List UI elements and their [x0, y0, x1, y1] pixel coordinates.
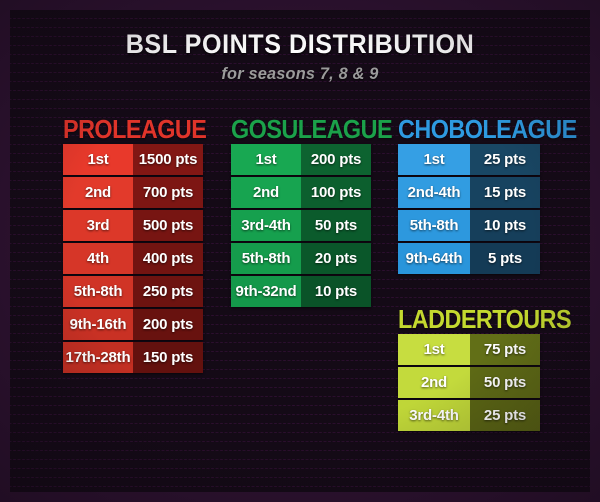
page-title: BSL POINTS DISTRIBUTION — [125, 29, 475, 59]
placement-cell: 2nd-4th — [398, 176, 470, 208]
league-block-gosuleague: GOSULEAGUE 1st 200 pts 2nd 100 pts 3rd-4th 50 … — [231, 114, 393, 309]
placement-cell: 1st — [398, 143, 470, 175]
table-row: 9th-32nd 10 pts — [231, 275, 371, 307]
placement-cell: 17th-28th — [63, 341, 133, 373]
placement-cell: 2nd — [63, 176, 133, 208]
table-row: 5th-8th 10 pts — [398, 209, 540, 241]
points-cell: 20 pts — [301, 242, 371, 274]
league-title-gosu: GOSULEAGUE — [231, 114, 393, 144]
table-row: 2nd 50 pts — [398, 366, 540, 398]
placement-cell: 2nd — [231, 176, 301, 208]
table-row: 2nd 100 pts — [231, 176, 371, 208]
placement-cell: 4th — [63, 242, 133, 274]
placement-cell: 3rd-4th — [231, 209, 301, 241]
table-row: 3rd 500 pts — [63, 209, 203, 241]
placement-cell: 5th-8th — [398, 209, 470, 241]
league-title-ladder: LADDERTOURS — [398, 304, 572, 334]
points-cell: 10 pts — [301, 275, 371, 307]
table-row: 1st 1500 pts — [63, 143, 203, 175]
league-block-laddertours: LADDERTOURS 1st 75 pts 2nd 50 pts 3rd-4th 25 p… — [398, 304, 572, 433]
points-cell: 25 pts — [470, 143, 540, 175]
placement-cell: 3rd — [63, 209, 133, 241]
table-row: 1st 75 pts — [398, 333, 540, 365]
page-subtitle: for seasons 7, 8 & 9 — [221, 64, 379, 84]
points-cell: 75 pts — [470, 333, 540, 365]
placement-cell: 1st — [63, 143, 133, 175]
points-cell: 50 pts — [301, 209, 371, 241]
league-title-pro: PROLEAGUE — [63, 114, 207, 144]
placement-cell: 9th-32nd — [231, 275, 301, 307]
placement-cell: 5th-8th — [231, 242, 301, 274]
league-table-gosu: 1st 200 pts 2nd 100 pts 3rd-4th 50 pts 5th-8th… — [231, 143, 371, 307]
points-cell: 200 pts — [301, 143, 371, 175]
points-cell: 400 pts — [133, 242, 203, 274]
points-cell: 15 pts — [470, 176, 540, 208]
table-row: 5th-8th 250 pts — [63, 275, 203, 307]
points-cell: 10 pts — [470, 209, 540, 241]
placement-cell: 1st — [231, 143, 301, 175]
table-row: 1st 200 pts — [231, 143, 371, 175]
placement-cell: 2nd — [398, 366, 470, 398]
placement-cell: 9th-16th — [63, 308, 133, 340]
table-row: 9th-64th 5 pts — [398, 242, 540, 274]
points-cell: 50 pts — [470, 366, 540, 398]
table-row: 9th-16th 200 pts — [63, 308, 203, 340]
points-cell: 500 pts — [133, 209, 203, 241]
points-cell: 150 pts — [133, 341, 203, 373]
league-table-chobo: 1st 25 pts 2nd-4th 15 pts 5th-8th 10 pts 9th-6… — [398, 143, 540, 274]
table-row: 1st 25 pts — [398, 143, 540, 175]
points-cell: 25 pts — [470, 399, 540, 431]
table-row: 3rd-4th 50 pts — [231, 209, 371, 241]
placement-cell: 9th-64th — [398, 242, 470, 274]
placement-cell: 1st — [398, 333, 470, 365]
points-cell: 5 pts — [470, 242, 540, 274]
league-table-ladder: 1st 75 pts 2nd 50 pts 3rd-4th 25 pts — [398, 333, 540, 431]
placement-cell: 5th-8th — [63, 275, 133, 307]
league-table-pro: 1st 1500 pts 2nd 700 pts 3rd 500 pts 4th 400 pt… — [63, 143, 203, 373]
points-cell: 200 pts — [133, 308, 203, 340]
table-row: 4th 400 pts — [63, 242, 203, 274]
table-row: 17th-28th 150 pts — [63, 341, 203, 373]
table-row: 2nd 700 pts — [63, 176, 203, 208]
league-title-chobo: CHOBOLEAGUE — [398, 114, 577, 144]
points-cell: 100 pts — [301, 176, 371, 208]
points-cell: 250 pts — [133, 275, 203, 307]
poster-header: BSL POINTS DISTRIBUTION for seasons 7, 8… — [0, 30, 600, 84]
points-cell: 700 pts — [133, 176, 203, 208]
table-row: 3rd-4th 25 pts — [398, 399, 540, 431]
table-row: 5th-8th 20 pts — [231, 242, 371, 274]
points-cell: 1500 pts — [133, 143, 203, 175]
league-block-proleague: PROLEAGUE 1st 1500 pts 2nd 700 pts 3rd 500 pts… — [63, 114, 207, 375]
table-row: 2nd-4th 15 pts — [398, 176, 540, 208]
placement-cell: 3rd-4th — [398, 399, 470, 431]
league-block-choboleague: CHOBOLEAGUE 1st 25 pts 2nd-4th 15 pts 5th-8th… — [398, 114, 577, 276]
